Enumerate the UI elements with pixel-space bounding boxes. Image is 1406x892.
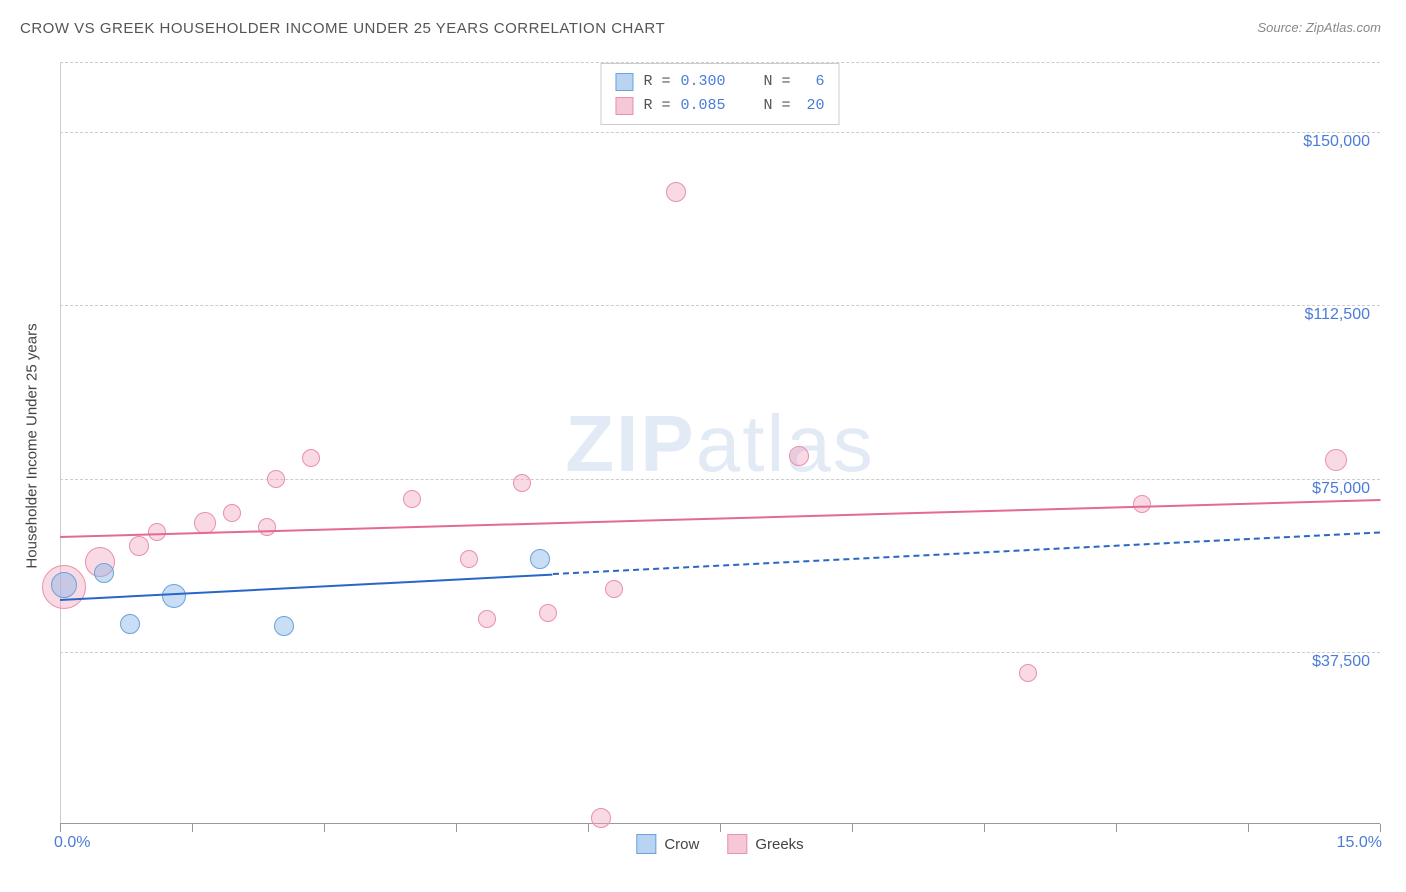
y-tick-label: $150,000: [1303, 133, 1370, 151]
x-tick: [192, 824, 193, 832]
bubble-greeks: [223, 504, 241, 522]
bubble-greeks: [478, 610, 496, 628]
bubble-greeks: [539, 604, 557, 622]
trend-line-crow-extrapolated: [553, 532, 1380, 576]
stats-r-greeks: 0.085: [680, 94, 725, 118]
gridline: [60, 305, 1380, 306]
chart-plot-area: ZIPatlas R = 0.300 N = 6 R = 0.085 N = 2…: [60, 62, 1380, 824]
y-axis-title: Householder Income Under 25 years: [24, 323, 41, 568]
bubble-greeks: [148, 523, 166, 541]
x-tick: [984, 824, 985, 832]
x-tick: [60, 824, 61, 832]
stats-n-crow: 6: [801, 70, 825, 94]
x-tick: [1248, 824, 1249, 832]
stats-r-label: R =: [643, 70, 670, 94]
bubble-greeks: [789, 446, 809, 466]
gridline: [60, 132, 1380, 133]
bubble-greeks: [605, 580, 623, 598]
trend-line-greeks: [60, 499, 1380, 538]
trend-line-crow: [60, 573, 553, 600]
legend-item-crow: Crow: [636, 834, 699, 854]
x-tick-start: 0.0%: [54, 834, 90, 852]
gridline: [60, 479, 1380, 480]
y-tick-label: $37,500: [1312, 653, 1370, 671]
legend-item-greeks: Greeks: [727, 834, 803, 854]
bubble-greeks: [1325, 449, 1347, 471]
bubble-greeks: [302, 449, 320, 467]
stats-n-label: N =: [764, 94, 791, 118]
legend-label-greeks: Greeks: [755, 836, 803, 853]
y-tick-label: $75,000: [1312, 480, 1370, 498]
bubble-greeks: [666, 182, 686, 202]
stats-n-label: N =: [764, 70, 791, 94]
bubble-crow: [94, 563, 114, 583]
legend-swatch-greeks: [727, 834, 747, 854]
bubble-greeks: [1019, 664, 1037, 682]
bubble-greeks: [194, 512, 216, 534]
x-tick: [1380, 824, 1381, 832]
y-axis-line: [60, 63, 61, 824]
bubble-crow: [274, 616, 294, 636]
stats-swatch-greeks: [615, 97, 633, 115]
stats-r-label: R =: [643, 94, 670, 118]
watermark-bold: ZIP: [565, 399, 695, 488]
stats-r-crow: 0.300: [680, 70, 725, 94]
chart-title: CROW VS GREEK HOUSEHOLDER INCOME UNDER 2…: [20, 20, 665, 37]
gridline: [60, 652, 1380, 653]
bubble-greeks: [129, 536, 149, 556]
x-tick: [720, 824, 721, 832]
stats-swatch-crow: [615, 73, 633, 91]
bubble-crow: [530, 549, 550, 569]
x-tick: [324, 824, 325, 832]
bubble-greeks: [403, 490, 421, 508]
x-tick: [588, 824, 589, 832]
stats-row-greeks: R = 0.085 N = 20: [615, 94, 824, 118]
correlation-stats-box: R = 0.300 N = 6 R = 0.085 N = 20: [600, 63, 839, 125]
x-tick: [1116, 824, 1117, 832]
bubble-greeks: [513, 474, 531, 492]
source-attribution: Source: ZipAtlas.com: [1257, 20, 1381, 35]
watermark-light: atlas: [696, 399, 875, 488]
bubble-greeks: [591, 808, 611, 828]
bubble-greeks: [460, 550, 478, 568]
stats-n-greeks: 20: [801, 94, 825, 118]
bubble-crow: [51, 572, 77, 598]
legend-label-crow: Crow: [664, 836, 699, 853]
bubble-greeks: [1133, 495, 1151, 513]
stats-row-crow: R = 0.300 N = 6: [615, 70, 824, 94]
x-tick-end: 15.0%: [1337, 834, 1382, 852]
watermark: ZIPatlas: [565, 398, 874, 490]
bubble-greeks: [258, 518, 276, 536]
bubble-crow: [162, 584, 186, 608]
bubble-crow: [120, 614, 140, 634]
y-tick-label: $112,500: [1304, 306, 1370, 324]
legend: Crow Greeks: [636, 834, 803, 854]
x-tick: [852, 824, 853, 832]
x-tick: [456, 824, 457, 832]
bubble-greeks: [267, 470, 285, 488]
legend-swatch-crow: [636, 834, 656, 854]
